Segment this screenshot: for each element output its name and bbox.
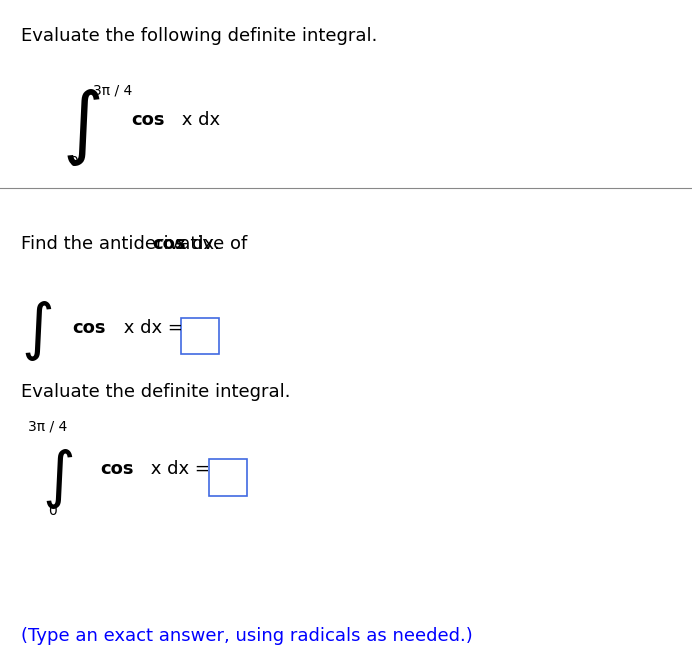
Text: 0: 0 (48, 504, 57, 518)
Text: 3π / 4: 3π / 4 (28, 420, 67, 434)
Text: x dx: x dx (176, 111, 221, 129)
FancyBboxPatch shape (209, 458, 247, 496)
Text: x dx =: x dx = (145, 460, 210, 478)
Text: $\int$: $\int$ (21, 299, 52, 363)
Text: cos: cos (152, 235, 185, 253)
Text: $\int$: $\int$ (62, 87, 101, 168)
Text: $\int$: $\int$ (42, 447, 73, 511)
FancyBboxPatch shape (181, 318, 219, 355)
Text: cos: cos (73, 319, 106, 337)
Text: 3π / 4: 3π / 4 (93, 84, 133, 98)
Text: Find the antiderivative of: Find the antiderivative of (21, 235, 247, 253)
Text: x dx =: x dx = (118, 319, 183, 337)
Text: 0: 0 (69, 155, 78, 169)
Text: (Type an exact answer, using radicals as needed.): (Type an exact answer, using radicals as… (21, 627, 473, 645)
Text: Evaluate the following definite integral.: Evaluate the following definite integral… (21, 27, 377, 45)
Text: Evaluate the definite integral.: Evaluate the definite integral. (21, 383, 290, 401)
Text: cos: cos (131, 111, 165, 129)
Text: cos: cos (100, 460, 134, 478)
Text: x dx.: x dx. (170, 235, 219, 253)
